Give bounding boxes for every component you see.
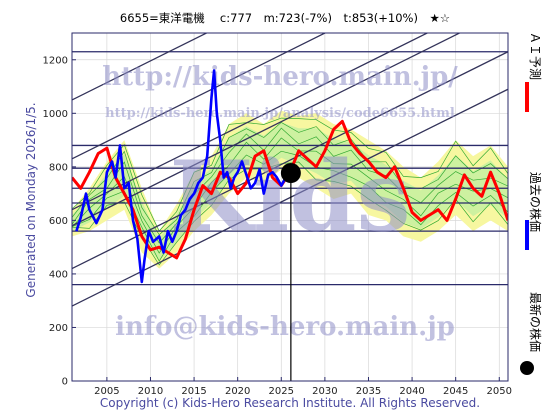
band-line (72, 117, 508, 232)
channel-line (72, 33, 209, 101)
watermark-email: info@kids-hero.main.jp (115, 312, 455, 342)
channel-line (72, 51, 508, 270)
x-axis: 2005 2010 2015 2020 2025 2030 2035 2040 2045 2050 (94, 377, 512, 397)
channel-line (72, 33, 462, 227)
chart-title: 6655=東洋電機 c:777 m:723(-7%) t:853(+10%) ★… (120, 11, 450, 25)
band-line (72, 121, 508, 236)
watermark-analysis-url: http://kids-hero.main.jp/analysis/code66… (105, 106, 455, 121)
band-inner (72, 122, 508, 262)
legend-label: 過去の株価 (528, 172, 543, 232)
band-line (72, 137, 508, 254)
horizontal-levels (72, 51, 508, 286)
channel-line (72, 33, 429, 211)
plot-frame (71, 32, 509, 382)
y-axis: 0 200 400 600 800 1000 1200 (43, 55, 76, 388)
x-tick-label: 2030 (312, 386, 337, 397)
legend-label: 最新の株価 (528, 292, 543, 352)
past-price-line (75, 69, 291, 284)
copyright-text: Copyright (c) Kids-Hero Research Institu… (100, 396, 480, 410)
x-tick-label: 2015 (181, 386, 206, 397)
watermark-group: Kids http://kids-hero.main.jp/ http://ki… (102, 62, 458, 342)
x-tick-label: 2040 (399, 386, 424, 397)
channel-line (72, 88, 508, 307)
y-tick-label: 0 (62, 377, 68, 388)
legend-swatch-latest (520, 361, 534, 375)
x-tick-label: 2025 (269, 386, 294, 397)
watermark-big: Kids (169, 140, 410, 253)
y-tick-label: 600 (49, 216, 68, 227)
current-marker-group (280, 163, 301, 381)
y-tick-label: 1200 (43, 55, 68, 66)
channel-line (72, 33, 327, 160)
channel-lines (72, 33, 508, 307)
y-tick-label: 1000 (43, 109, 68, 120)
x-tick-label: 2050 (487, 386, 512, 397)
x-tick-label: 2010 (138, 386, 163, 397)
x-tick-label: 2005 (94, 386, 119, 397)
x-tick-label: 2035 (356, 386, 381, 397)
current-price-marker (280, 163, 301, 184)
x-tick-label: 2045 (443, 386, 468, 397)
legend-label: ＡＩ予測 (528, 32, 542, 80)
y-tick-label: 200 (49, 323, 68, 334)
generated-date: Generated on Monday 2026/1/5. (24, 102, 38, 297)
x-tick-label: 2020 (225, 386, 250, 397)
y-tick-label: 400 (49, 269, 68, 280)
watermark-url: http://kids-hero.main.jp/ (102, 62, 458, 92)
y-tick-label: 800 (49, 162, 68, 173)
